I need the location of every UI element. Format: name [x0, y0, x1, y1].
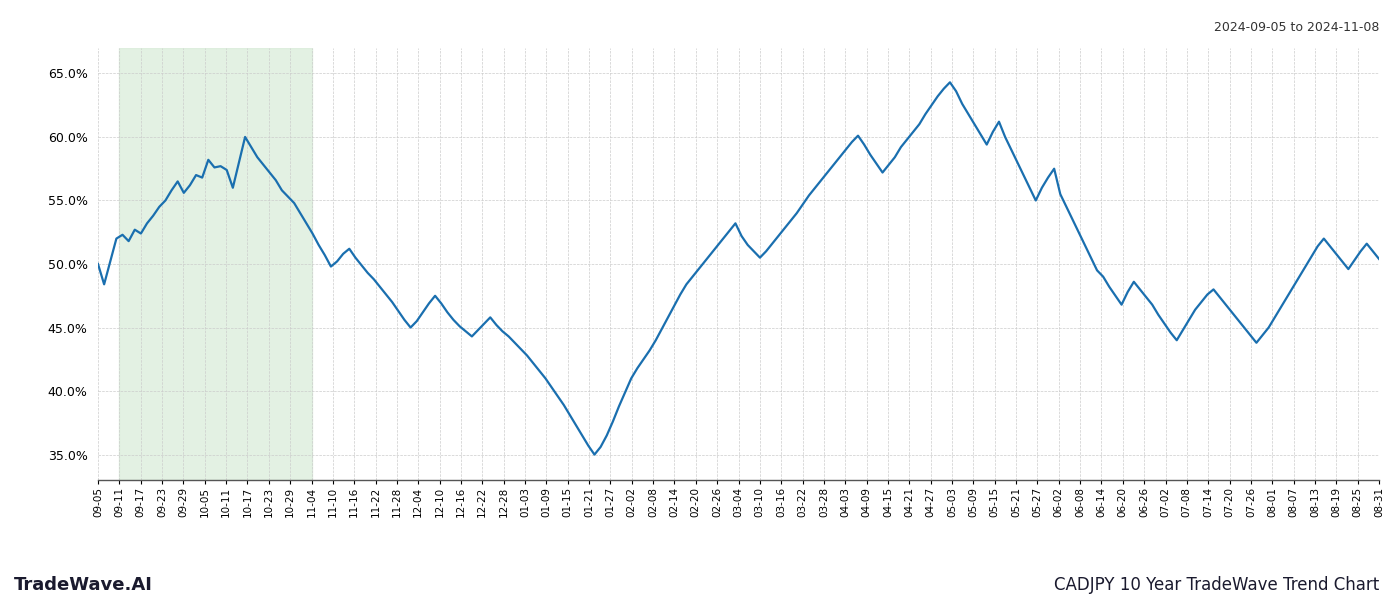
Text: TradeWave.AI: TradeWave.AI — [14, 576, 153, 594]
Bar — [119, 48, 312, 480]
Text: CADJPY 10 Year TradeWave Trend Chart: CADJPY 10 Year TradeWave Trend Chart — [1054, 576, 1379, 594]
Text: 2024-09-05 to 2024-11-08: 2024-09-05 to 2024-11-08 — [1214, 21, 1379, 34]
